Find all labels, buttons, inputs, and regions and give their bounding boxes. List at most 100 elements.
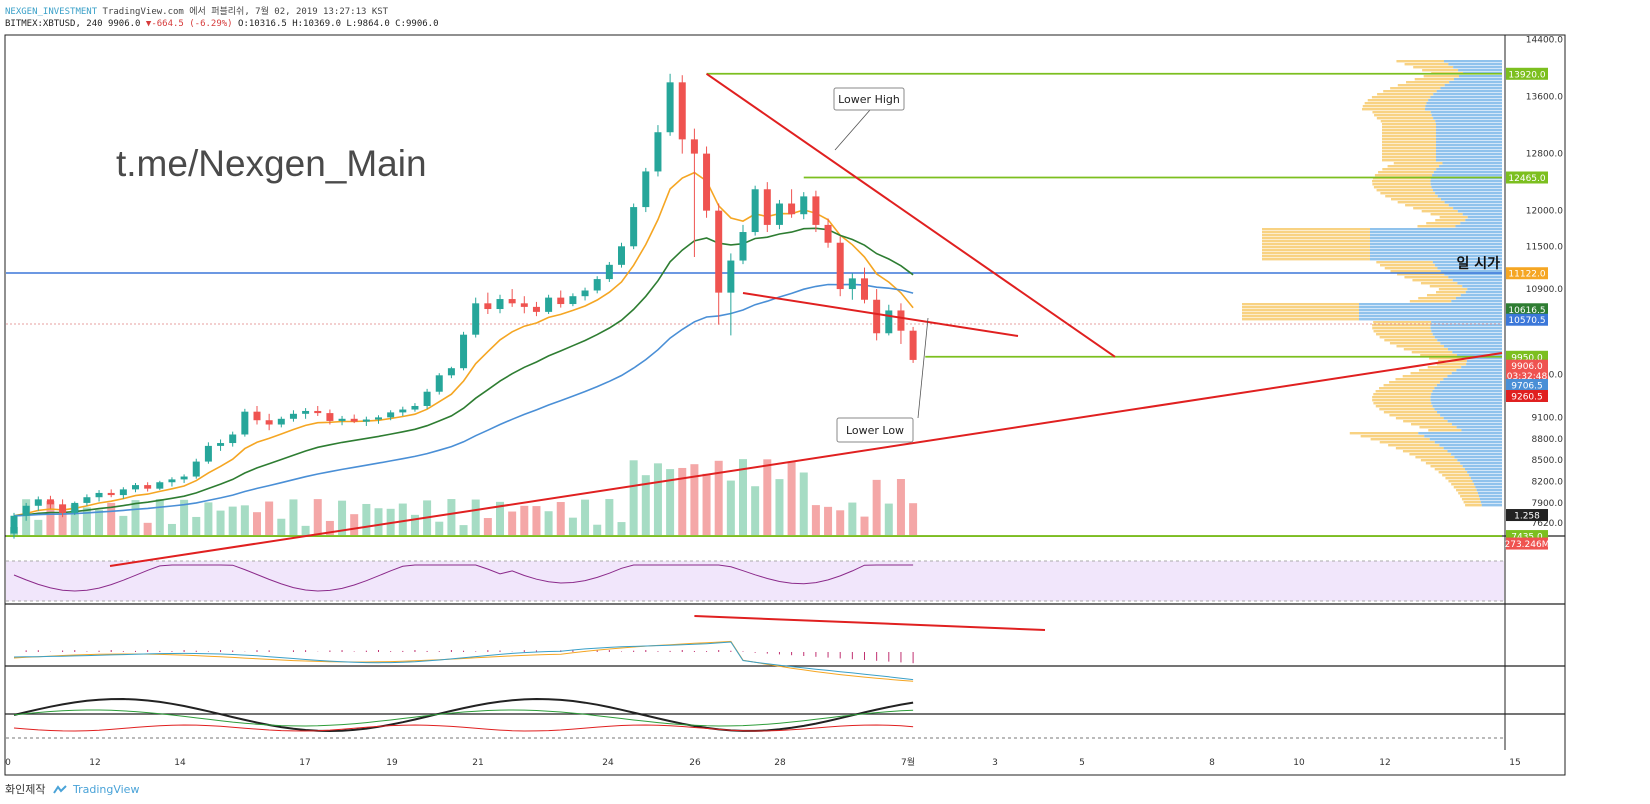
volume-bar bbox=[277, 518, 286, 535]
candle-body bbox=[59, 504, 67, 513]
time-tick-label: 12 bbox=[89, 758, 100, 768]
candle bbox=[763, 182, 771, 233]
candle bbox=[836, 236, 844, 297]
volume-profile-bar bbox=[1436, 138, 1502, 141]
volume-profile-bar bbox=[1453, 66, 1502, 69]
volume-profile-bar bbox=[1447, 420, 1502, 423]
volume-bar bbox=[350, 514, 359, 535]
volume-profile-bar bbox=[1373, 321, 1432, 324]
price-label-text: 9950.0 bbox=[1511, 353, 1543, 363]
volume-bar bbox=[253, 512, 261, 535]
price-label-text: 9706.5 bbox=[1511, 381, 1543, 391]
symbol-label[interactable]: BITMEX:XBTUSD, 240 bbox=[5, 19, 103, 29]
candle bbox=[107, 489, 115, 498]
volume-profile-bar bbox=[1419, 426, 1457, 429]
volume-profile-bar bbox=[1405, 204, 1449, 207]
volume-profile-bar bbox=[1443, 345, 1502, 348]
candle-body bbox=[289, 413, 297, 419]
volume-bar bbox=[483, 518, 492, 535]
volume-bar bbox=[605, 499, 614, 535]
candle bbox=[678, 75, 686, 154]
volume-profile-bar bbox=[1397, 84, 1445, 87]
candle bbox=[59, 499, 67, 518]
volume-profile-bar bbox=[1349, 432, 1419, 435]
candle-body bbox=[472, 303, 480, 335]
author-name[interactable]: NEXGEN_INVESTMENT bbox=[5, 7, 98, 17]
volume-bar bbox=[726, 480, 735, 535]
volume-profile-bar bbox=[1426, 102, 1502, 105]
candle-body bbox=[34, 499, 42, 506]
volume-bar bbox=[617, 522, 626, 535]
volume-profile-bar bbox=[1387, 165, 1440, 168]
candle bbox=[192, 458, 200, 479]
candle-body bbox=[387, 412, 395, 418]
volume-bar bbox=[301, 525, 310, 535]
volume-profile-bar bbox=[1436, 156, 1502, 159]
candle-body bbox=[800, 196, 808, 215]
volume-profile-bar bbox=[1379, 264, 1435, 267]
volume-bar bbox=[58, 513, 67, 535]
candle bbox=[95, 490, 103, 502]
volume-profile-bar bbox=[1429, 438, 1502, 441]
candle bbox=[277, 416, 285, 428]
candle bbox=[824, 218, 832, 248]
price-label-text: 10616.5 bbox=[1508, 306, 1545, 316]
candle-body bbox=[897, 310, 905, 331]
volume-profile-bar bbox=[1360, 435, 1425, 438]
candle bbox=[253, 405, 261, 425]
price-label-box bbox=[1506, 389, 1548, 402]
volume-profile-bar bbox=[1436, 135, 1502, 138]
volume-profile-bar bbox=[1437, 411, 1502, 414]
candle bbox=[46, 495, 54, 509]
candle-body bbox=[350, 418, 358, 422]
candle-body bbox=[326, 413, 334, 421]
volume-profile-bar bbox=[1262, 252, 1370, 255]
candle-body bbox=[751, 189, 759, 233]
volume-bar bbox=[459, 525, 468, 535]
volume-profile-bar bbox=[1467, 288, 1502, 291]
volume-profile-bar bbox=[1418, 432, 1502, 435]
candle-body bbox=[715, 210, 723, 293]
price-label-box bbox=[1506, 67, 1548, 80]
candle-body bbox=[873, 299, 881, 334]
volume-bar bbox=[556, 502, 565, 535]
candle-body bbox=[375, 417, 382, 420]
volume-profile-bar bbox=[1428, 429, 1462, 432]
volume-profile-bar bbox=[1451, 372, 1502, 375]
candle-body bbox=[460, 334, 468, 369]
volume-profile-bar bbox=[1433, 171, 1502, 174]
volume-profile-bar bbox=[1370, 240, 1502, 243]
volume-profile-bar bbox=[1440, 198, 1502, 201]
annotation-pointer bbox=[834, 109, 871, 151]
annotation-box bbox=[833, 87, 905, 111]
time-tick-label: 3 bbox=[992, 758, 998, 768]
annotation-pointer bbox=[917, 317, 929, 419]
candle-body bbox=[690, 139, 698, 154]
price-tick-label: 8500.0 bbox=[1532, 456, 1564, 466]
volume-profile-bar bbox=[1472, 480, 1502, 483]
candle bbox=[217, 439, 225, 451]
tradingview-brand[interactable]: TradingView bbox=[72, 783, 140, 796]
volume-profile-bar bbox=[1431, 321, 1502, 324]
volume-profile-bar bbox=[1396, 345, 1444, 348]
volume-bar bbox=[653, 463, 662, 535]
candle-body bbox=[727, 260, 735, 293]
volume-profile-bar bbox=[1451, 483, 1475, 486]
volume-profile-bar bbox=[1460, 222, 1502, 225]
volume-bar bbox=[46, 501, 55, 535]
candle-body bbox=[666, 82, 674, 133]
volume-profile-bar bbox=[1362, 105, 1426, 108]
volume-bar bbox=[167, 523, 176, 535]
volume-profile-bar bbox=[1410, 372, 1452, 375]
volume-profile-bar bbox=[1242, 315, 1359, 318]
candle bbox=[788, 189, 796, 218]
volume-profile-bar bbox=[1434, 408, 1502, 411]
ohlc-values: O:10316.5 H:10369.0 L:9864.0 C:9906.0 bbox=[238, 19, 439, 29]
volume-bar bbox=[836, 510, 845, 535]
volume-profile-bar bbox=[1262, 240, 1370, 243]
time-tick-label: 15 bbox=[1509, 758, 1520, 768]
volume-profile-bar bbox=[1434, 441, 1502, 444]
volume-bar bbox=[690, 464, 699, 535]
price-label: 1.258 bbox=[1506, 509, 1548, 522]
